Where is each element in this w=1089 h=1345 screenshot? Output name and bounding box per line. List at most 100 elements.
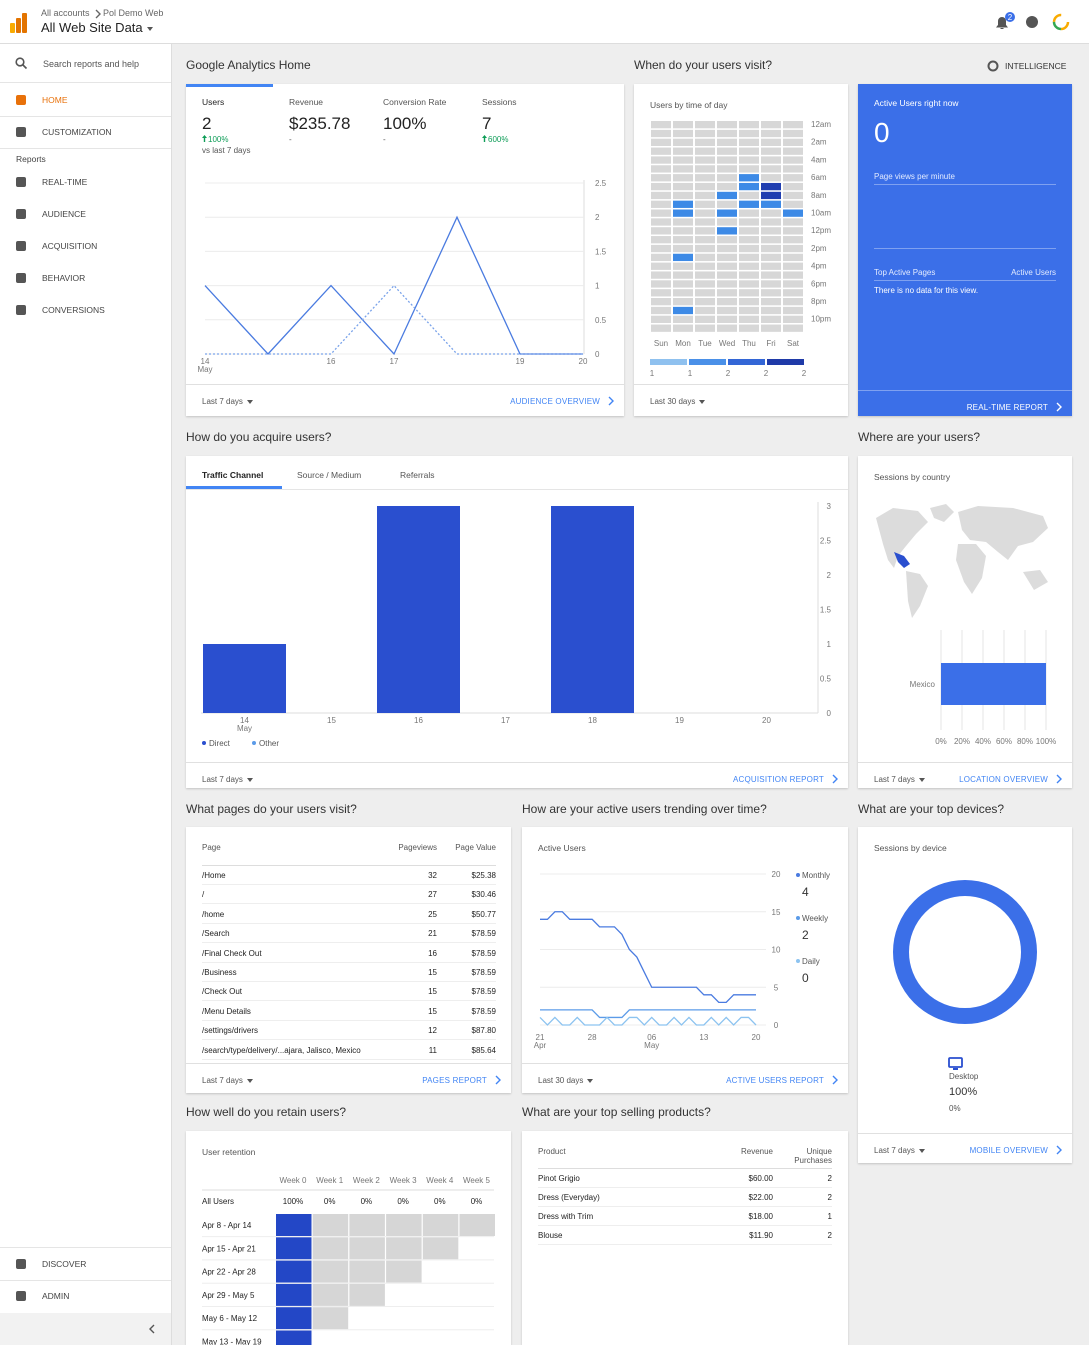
x-tick-label: 20 [579, 357, 588, 366]
heat-cell [695, 244, 715, 253]
y-tick-label: 2 [595, 213, 600, 222]
heat-cell [717, 138, 737, 146]
heat-cell [695, 253, 715, 262]
realtime-subtitle: Page views per minute [874, 172, 955, 181]
heat-cell [783, 165, 803, 173]
date-range[interactable]: Last 7 days [202, 1076, 253, 1085]
row-label: May 13 - May 19 [202, 1338, 262, 1345]
total-value: 0% [397, 1197, 409, 1206]
heat-cell [717, 121, 737, 129]
nav-item[interactable]: CUSTOMIZATION [42, 127, 112, 137]
y-tick-label: 0 [774, 1021, 779, 1030]
heat-cell [783, 156, 803, 164]
date-range[interactable]: Last 7 days [202, 397, 253, 406]
report-link[interactable]: MOBILE OVERVIEW [969, 1146, 1048, 1155]
report-link[interactable]: ACTIVE USERS REPORT [726, 1076, 824, 1085]
day-label: Wed [719, 339, 735, 348]
metric-label[interactable]: Users [202, 97, 225, 107]
row-divider [202, 1039, 496, 1041]
nav-item[interactable]: DISCOVER [42, 1259, 87, 1269]
heat-cell [739, 138, 759, 146]
card: User retention Week 0 Week 1 Week 2 Week 3 We… [186, 1131, 511, 1345]
legend-label: Weekly [802, 914, 828, 923]
report-link[interactable]: LOCATION OVERVIEW [959, 775, 1048, 784]
table-cell: 1 [827, 1212, 832, 1221]
table-cell: 2 [827, 1193, 832, 1202]
chart [16, 209, 26, 219]
section-heading: How do you acquire users? [186, 430, 332, 444]
bar [377, 506, 460, 713]
heat-cell [651, 262, 671, 270]
report-link[interactable]: REAL-TIME REPORT [966, 403, 1048, 412]
heat-cell [717, 227, 737, 235]
legend-swatch [767, 359, 804, 365]
nav-item[interactable]: HOME [42, 95, 68, 105]
x-tick-label: 60% [996, 737, 1012, 746]
heat-cell [717, 147, 737, 155]
footer-divider [634, 384, 848, 385]
chevron-icon [1056, 1145, 1062, 1155]
up-arrow [202, 135, 207, 142]
x-tick-label: 0% [935, 737, 947, 746]
nav-item[interactable]: CONVERSIONS [42, 305, 105, 315]
x-tick-label: 17 [390, 357, 399, 366]
heat-cell [717, 244, 737, 253]
heat-cell [695, 218, 715, 226]
report-link[interactable]: AUDIENCE OVERVIEW [510, 397, 600, 406]
chart [16, 241, 26, 251]
collapse-bar [0, 1313, 171, 1345]
row-divider [202, 1058, 496, 1060]
date-range[interactable]: Last 7 days [874, 775, 925, 784]
heat-cell [717, 129, 737, 138]
heat-cell [695, 129, 715, 138]
date-range[interactable]: Last 30 days [650, 397, 706, 406]
device-label: Desktop [949, 1072, 979, 1081]
date-range[interactable]: Last 7 days [202, 775, 253, 784]
heat-cell [673, 324, 693, 332]
retention-cell [422, 1214, 459, 1236]
row-divider [202, 981, 496, 982]
tab[interactable]: Traffic Channel [202, 470, 264, 480]
metric-value: 2 [202, 114, 212, 133]
report-link[interactable]: PAGES REPORT [422, 1076, 487, 1085]
tab[interactable]: Source / Medium [297, 470, 362, 480]
heat-cell [717, 156, 737, 164]
card: Active Users right now 0 Page views per mi… [858, 84, 1072, 416]
nav-item[interactable]: BEHAVIOR [42, 273, 86, 283]
y-tick-label: 2.5 [820, 537, 832, 546]
chevron-icon [832, 1075, 838, 1085]
date-range[interactable]: Last 30 days [538, 1076, 594, 1085]
nav-item[interactable]: ACQUISITION [42, 241, 98, 251]
intelligence-button[interactable]: INTELLIGENCE [1005, 61, 1067, 71]
metric-label[interactable]: Sessions [482, 97, 517, 107]
table-cell: $18.00 [748, 1212, 773, 1221]
row-label: May 6 - May 12 [202, 1314, 258, 1323]
donut-segment [893, 880, 1037, 1024]
nav-item[interactable]: AUDIENCE [42, 209, 86, 219]
heat-cell [739, 315, 759, 323]
report-link[interactable]: ACQUISITION REPORT [732, 775, 824, 784]
heat-cell [761, 121, 781, 129]
footer-divider [858, 1133, 1072, 1134]
table-cell: /Business [202, 968, 237, 977]
date-range[interactable]: Last 7 days [874, 1146, 925, 1155]
search-box[interactable]: Search reports and help [43, 59, 140, 69]
metric-label[interactable]: Conversion Rate [383, 97, 447, 107]
x-tick-label: 14 [201, 357, 210, 366]
tab[interactable]: Referrals [400, 470, 435, 480]
nav-item[interactable]: REAL-TIME [42, 177, 88, 187]
metric-value: 100% [383, 114, 427, 133]
chart: 2 [996, 12, 1070, 31]
section-heading: What are your top selling products? [522, 1105, 711, 1119]
metric-label[interactable]: Revenue [289, 97, 324, 107]
row-divider [202, 942, 496, 944]
heat-cell [651, 218, 671, 226]
chart-title: Sessions by device [874, 843, 947, 853]
chart [832, 1075, 838, 1085]
account-icon [1052, 13, 1070, 31]
chart [987, 60, 999, 72]
property-selector[interactable]: All Web Site Data [41, 20, 153, 35]
nav-item[interactable]: ADMIN [42, 1291, 70, 1301]
heat-cell [717, 315, 737, 323]
bell-icon [996, 17, 1008, 29]
